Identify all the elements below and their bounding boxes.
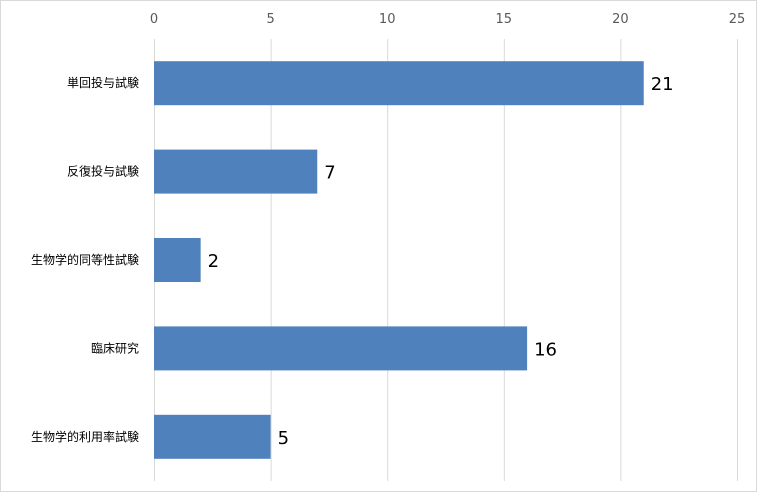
bar xyxy=(154,149,318,194)
bar xyxy=(154,326,528,371)
category-label: 生物学的同等性試験 xyxy=(31,252,139,267)
x-tick-label: 5 xyxy=(266,12,274,27)
category-label: 生物学的利用率試験 xyxy=(31,429,139,444)
gridlines xyxy=(154,39,738,481)
x-tick-label: 10 xyxy=(379,12,396,27)
x-tick-label: 15 xyxy=(496,12,513,27)
x-tick-label: 0 xyxy=(150,12,158,27)
x-axis-ticks: 0 5 10 15 20 25 xyxy=(150,12,745,27)
data-labels: 21 7 2 16 5 xyxy=(208,74,674,449)
bar xyxy=(154,414,271,459)
data-label: 7 xyxy=(324,163,335,184)
x-tick-label: 20 xyxy=(612,12,629,27)
data-label: 21 xyxy=(651,74,674,95)
data-label: 2 xyxy=(208,251,219,272)
data-label: 5 xyxy=(278,428,289,449)
bars xyxy=(154,61,644,459)
bar xyxy=(154,61,644,106)
x-tick-label: 25 xyxy=(729,12,746,27)
category-label: 単回投与試験 xyxy=(67,75,139,90)
bar xyxy=(154,238,201,282)
category-label: 臨床研究 xyxy=(91,340,139,355)
data-label: 16 xyxy=(534,339,557,360)
category-label: 反復投与試験 xyxy=(67,164,139,179)
